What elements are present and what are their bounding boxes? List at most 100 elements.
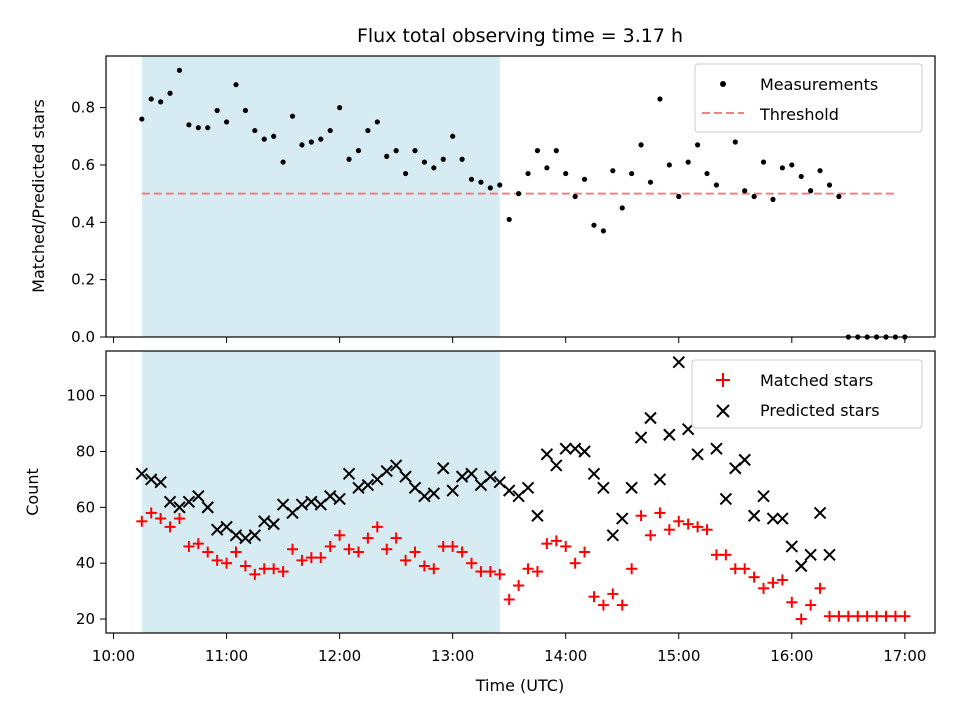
bottom-plot-frame bbox=[105, 350, 936, 634]
matched-star-point bbox=[748, 571, 760, 583]
matched-star-point bbox=[579, 546, 591, 558]
matched-star-point bbox=[588, 591, 600, 603]
measurement-point bbox=[374, 119, 380, 125]
bottom-legend: Matched stars Predicted stars bbox=[691, 359, 923, 429]
top-panel: 0.00.20.40.60.8 Matched/Predicted stars … bbox=[29, 55, 936, 346]
matched-star-point bbox=[654, 507, 666, 519]
matched-star-point bbox=[183, 540, 195, 552]
predicted-star-point bbox=[210, 523, 224, 536]
predicted-star-point bbox=[333, 492, 346, 506]
matched-star-point bbox=[560, 540, 572, 552]
matched-star-point bbox=[616, 599, 628, 611]
predicted-star-point bbox=[559, 442, 572, 455]
measurement-point bbox=[214, 107, 220, 114]
predicted-star-point bbox=[719, 492, 733, 506]
matched-star-point bbox=[758, 582, 770, 594]
predicted-star-point bbox=[644, 411, 657, 425]
measurement-point bbox=[271, 133, 277, 139]
measurement-point bbox=[487, 185, 493, 191]
matched-star-point bbox=[569, 557, 581, 569]
matched-star-point bbox=[842, 610, 854, 622]
matched-star-point bbox=[173, 513, 185, 525]
predicted-star-point bbox=[295, 498, 309, 511]
bottom-y-tick-label: 60 bbox=[76, 498, 95, 516]
predicted-star-point bbox=[804, 548, 817, 562]
predicted-star-point bbox=[795, 559, 808, 573]
measurement-point bbox=[440, 156, 446, 162]
predicted-star-point bbox=[399, 470, 412, 483]
measurement-point bbox=[346, 156, 352, 162]
measurement-point bbox=[581, 176, 588, 182]
predicted-star-point bbox=[248, 529, 262, 542]
measurement-point bbox=[647, 179, 654, 185]
top-legend-box bbox=[694, 63, 923, 133]
measurement-point bbox=[450, 133, 456, 139]
measurement-point bbox=[421, 159, 428, 165]
matched-star-point bbox=[164, 521, 176, 533]
matched-star-point bbox=[880, 610, 892, 622]
predicted-star-point bbox=[446, 484, 459, 497]
matched-star-points bbox=[136, 507, 911, 625]
measurement-point bbox=[629, 170, 635, 177]
measurement-point bbox=[789, 162, 795, 168]
measurement-point bbox=[600, 228, 607, 234]
matched-star-point bbox=[871, 610, 883, 622]
matched-star-point bbox=[239, 560, 251, 572]
measurement-point bbox=[195, 125, 201, 131]
matched-star-point bbox=[682, 518, 694, 530]
measurement-point bbox=[704, 170, 710, 177]
matched-star-point bbox=[805, 599, 817, 611]
measurement-legend-label: Measurements bbox=[760, 75, 878, 94]
bottom-panel: 20 40 60 80 100 10:00 11:00 12:00 13:00 14:00 15:… bbox=[23, 350, 936, 695]
measurement-point bbox=[355, 148, 362, 154]
measurement-point bbox=[402, 170, 409, 177]
matched-star-point bbox=[494, 568, 506, 580]
x-axis-label: Time (UTC) bbox=[475, 676, 564, 695]
top-legend: Measurements Threshold bbox=[694, 63, 923, 133]
measurement-point bbox=[233, 82, 239, 88]
matched-star-point bbox=[447, 540, 459, 552]
measurement-point bbox=[666, 162, 672, 168]
measurement-point bbox=[525, 170, 531, 177]
bottom-y-axis-ticks: 20 40 60 80 100 bbox=[66, 387, 106, 628]
matched-star-point bbox=[418, 560, 430, 572]
measurement-point bbox=[676, 193, 682, 200]
predicted-star-point bbox=[634, 431, 648, 444]
measurement-point bbox=[563, 170, 569, 177]
top-y-axis-label: Matched/Predicted stars bbox=[29, 99, 48, 293]
matched-star-point bbox=[776, 574, 788, 586]
x-tick-label: 14:00 bbox=[544, 647, 587, 665]
measurement-point bbox=[751, 193, 757, 200]
matched-star-point bbox=[814, 582, 826, 594]
predicted-star-point bbox=[201, 501, 214, 514]
measurement-point bbox=[242, 107, 249, 114]
matched-star-point bbox=[701, 524, 713, 536]
matched-star-point bbox=[635, 510, 647, 522]
x-tick-label: 17:00 bbox=[883, 647, 926, 665]
bottom-legend-box bbox=[691, 359, 923, 429]
predicted-star-point bbox=[229, 529, 243, 542]
predicted-star-point bbox=[568, 442, 582, 455]
x-tick-label: 12:00 bbox=[318, 647, 361, 665]
matched-star-point bbox=[531, 566, 543, 578]
predicted-star-point bbox=[776, 512, 789, 525]
matched-star-point bbox=[852, 610, 864, 622]
matched-legend-label: Matched stars bbox=[760, 371, 873, 390]
predicted-star-point bbox=[813, 506, 827, 520]
measurement-point bbox=[798, 173, 804, 180]
measurement-point bbox=[713, 182, 720, 188]
measurement-point bbox=[732, 139, 738, 145]
predicted-star-point bbox=[710, 442, 723, 455]
matched-star-point bbox=[475, 566, 487, 578]
measurement-point bbox=[591, 222, 597, 228]
matched-star-point bbox=[456, 546, 468, 558]
predicted-star-point bbox=[163, 495, 177, 508]
measurement-point bbox=[760, 159, 767, 165]
measurement-point bbox=[836, 193, 842, 200]
matched-star-point bbox=[324, 540, 336, 552]
predicted-star-point bbox=[305, 495, 318, 508]
predicted-star-point bbox=[823, 548, 836, 562]
bottom-x-axis-ticks: 10:00 11:00 12:00 13:00 14:00 15:00 16:00 17:00 bbox=[92, 633, 926, 665]
predicted-star-point bbox=[484, 470, 497, 483]
